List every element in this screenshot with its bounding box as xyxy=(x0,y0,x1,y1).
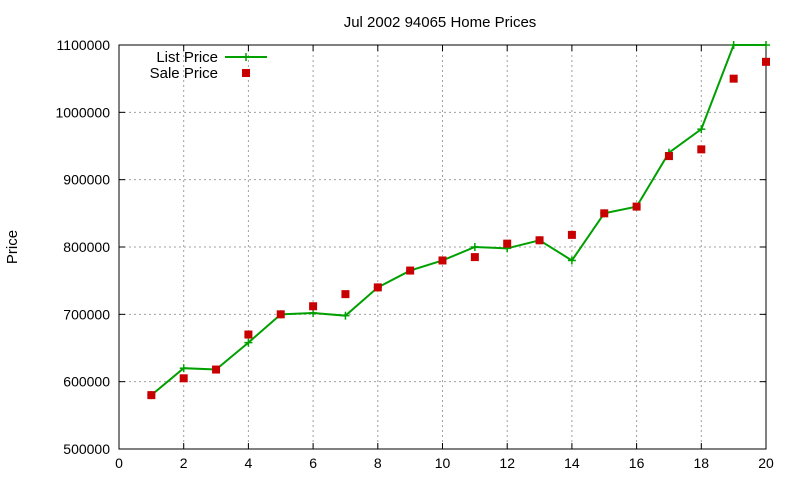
y-tick-label: 700000 xyxy=(63,306,110,322)
legend-item: Sale Price xyxy=(150,65,250,82)
x-tick-label: 20 xyxy=(758,455,774,471)
gridlines xyxy=(119,45,766,449)
legend-label: List Price xyxy=(156,49,218,66)
tick-labels: 0 2 4 6 8 10 12 14 16 18 20 500000 600000 700000 80000… xyxy=(55,37,774,471)
data-point-square xyxy=(212,365,221,374)
y-tick-label: 1100000 xyxy=(57,37,111,53)
data-point-square xyxy=(438,256,447,265)
data-point-plus xyxy=(341,311,350,320)
x-tick-label: 16 xyxy=(629,455,645,471)
x-tick-label: 6 xyxy=(309,455,317,471)
data-point-square xyxy=(373,283,382,292)
data-point-square xyxy=(470,253,479,262)
legend-label: Sale Price xyxy=(150,65,218,82)
x-tick-label: 0 xyxy=(115,455,123,471)
data-point-square xyxy=(664,152,673,161)
x-tick-label: 4 xyxy=(245,455,253,471)
y-tick-label: 600000 xyxy=(63,374,110,390)
data-point-square xyxy=(341,290,350,299)
data-point-square xyxy=(276,310,285,319)
data-point-square xyxy=(567,230,576,239)
data-point-plus xyxy=(697,125,706,134)
plot-frame xyxy=(118,44,767,450)
data-point-square xyxy=(535,236,544,245)
axes xyxy=(118,44,767,450)
series-line xyxy=(150,44,766,396)
y-axis-label: Price xyxy=(4,230,21,264)
data-point-square xyxy=(503,239,512,248)
x-tick-label: 14 xyxy=(564,455,580,471)
data-point-square xyxy=(244,330,253,339)
y-tick-label: 1000000 xyxy=(55,104,110,120)
data-point-plus xyxy=(470,243,479,251)
series-layer xyxy=(147,41,770,400)
data-point-plus xyxy=(309,308,318,317)
data-point-plus xyxy=(729,41,738,49)
x-tick-label: 18 xyxy=(694,455,710,471)
legend-item: List Price xyxy=(156,49,267,66)
y-tick-label: 800000 xyxy=(63,239,110,255)
y-tick-label: 500000 xyxy=(63,441,110,457)
data-point-square xyxy=(729,74,738,83)
data-point-plus xyxy=(244,338,253,347)
x-tick-label: 8 xyxy=(374,455,382,471)
series-sale-price xyxy=(147,57,770,400)
series-list-price xyxy=(147,41,770,400)
data-point-square xyxy=(632,202,641,211)
data-point-square xyxy=(309,302,318,311)
y-tick-label: 900000 xyxy=(63,172,110,188)
data-point-square xyxy=(147,391,156,400)
data-point-square xyxy=(242,69,250,77)
x-tick-label: 12 xyxy=(499,455,515,471)
data-point-plus xyxy=(179,364,188,373)
x-tick-label: 2 xyxy=(180,455,188,471)
chart-title: Jul 2002 94065 Home Prices xyxy=(344,14,537,31)
x-tick-label: 10 xyxy=(435,455,451,471)
data-point-plus xyxy=(567,256,576,265)
data-point-square xyxy=(697,145,706,154)
data-point-square xyxy=(600,209,609,218)
data-point-plus xyxy=(242,53,250,61)
data-point-plus xyxy=(762,41,770,49)
data-point-square xyxy=(406,266,415,275)
data-point-square xyxy=(179,374,188,383)
data-point-square xyxy=(762,57,770,66)
